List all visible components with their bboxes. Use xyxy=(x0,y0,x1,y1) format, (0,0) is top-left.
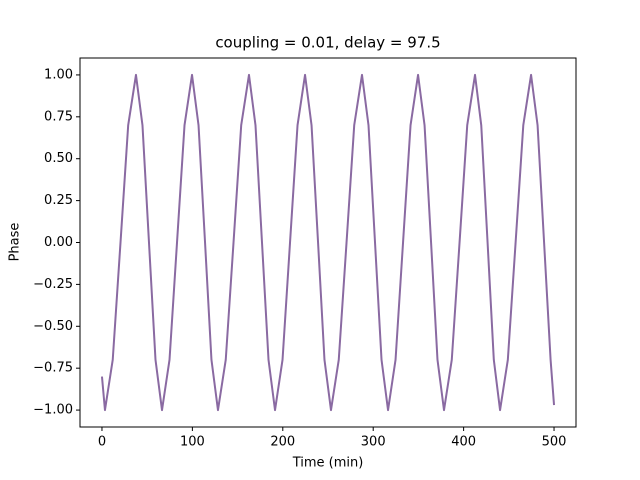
x-tick-label: 300 xyxy=(361,435,386,450)
y-tick-label: 0.00 xyxy=(44,235,73,250)
x-tick-label: 500 xyxy=(542,435,567,450)
y-tick-label: 0.25 xyxy=(44,193,73,208)
plot-frame xyxy=(79,57,577,428)
y-tick-label: 1.00 xyxy=(44,67,73,82)
line xyxy=(100,73,556,412)
x-tick-label: 0 xyxy=(98,435,106,450)
chart-title: coupling = 0.01, delay = 97.5 xyxy=(215,34,440,52)
y-tick-label: 0.50 xyxy=(44,151,73,166)
y-tick-label: −0.25 xyxy=(33,277,73,292)
y-axis-label: Phase xyxy=(8,223,23,262)
y-tick-label: −0.50 xyxy=(33,319,73,334)
x-axis-label: Time (min) xyxy=(292,456,364,471)
x-tick-label: 400 xyxy=(451,435,476,450)
y-tick-label: 0.75 xyxy=(44,109,73,124)
y-tick-label: −0.75 xyxy=(33,361,73,376)
x-tick-label: 200 xyxy=(270,435,295,450)
x-tick-label: 100 xyxy=(180,435,205,450)
y-tick-label: −1.00 xyxy=(33,403,73,418)
